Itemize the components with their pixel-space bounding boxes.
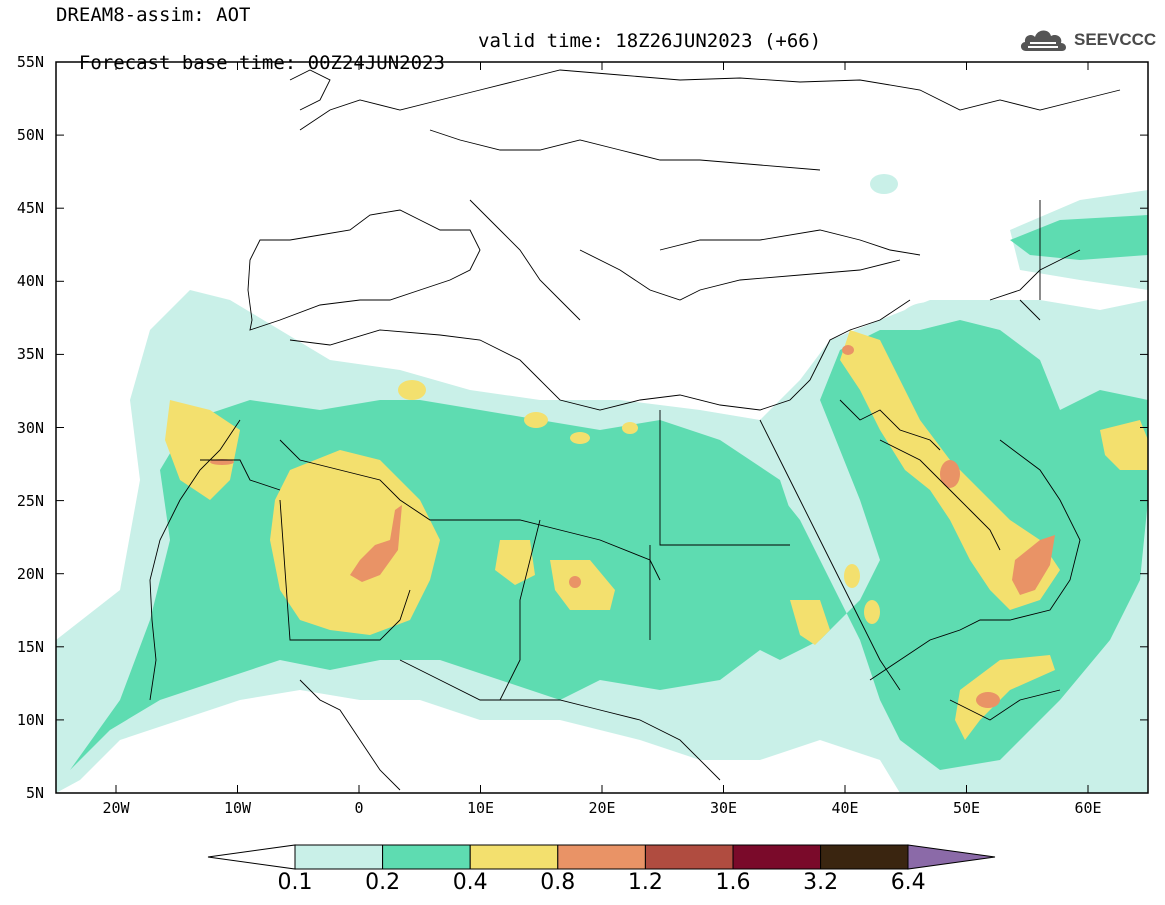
lat-label: 20N: [16, 564, 44, 583]
colorbar-label: 1.2: [627, 870, 663, 895]
lon-label: 10E: [466, 799, 495, 817]
aot-level-0.4: [165, 330, 1148, 740]
colorbar-max-arrow: [907, 844, 996, 870]
lat-label: 25N: [16, 491, 44, 510]
colorbar-swatch: [732, 844, 822, 870]
lat-label: 15N: [16, 637, 44, 656]
colorbar-min-arrow: [207, 844, 296, 870]
valid-time: valid time: 18Z26JUN2023 (+66): [478, 30, 822, 52]
colorbar-label: 1.6: [715, 870, 751, 895]
logo-text: SEEVCCC: [1074, 30, 1157, 49]
lon-label: 10W: [223, 799, 252, 817]
lat-label: 30N: [16, 418, 44, 437]
lon-label: 30E: [709, 799, 738, 817]
lat-label: 10N: [16, 710, 44, 729]
colorbar-swatch: [644, 844, 734, 870]
lon-label: 60E: [1074, 799, 1102, 817]
colorbar-swatch: [382, 844, 471, 870]
lon-label: 40E: [831, 799, 859, 817]
colorbar-swatch: [469, 844, 559, 870]
map-title: DREAM8-assim: AOT: [56, 4, 251, 26]
colorbar-swatch: [557, 844, 646, 870]
lon-label: 0: [354, 799, 364, 817]
lat-label: 55N: [16, 53, 44, 71]
colorbar-swatch: [820, 844, 909, 870]
colorbar-label: 0.2: [365, 870, 401, 895]
grid-ticks: [56, 61, 1148, 794]
cloud-icon: [1020, 30, 1067, 51]
lat-label: 40N: [16, 272, 44, 291]
coastlines: [149, 69, 1121, 791]
colorbar: [207, 844, 996, 870]
colorbar-label: 3.2: [803, 870, 839, 895]
lat-label: 45N: [16, 199, 44, 218]
lon-label: 50E: [952, 799, 981, 817]
colorbar-label: 0.8: [540, 870, 576, 895]
time-info: Forecast base time: 00Z24JUN2023 valid ti…: [56, 30, 821, 74]
aot-field: [56, 174, 1148, 793]
lat-label: 50N: [16, 126, 44, 145]
colorbar-label: 6.4: [890, 870, 926, 895]
lon-label: 20E: [588, 799, 616, 817]
lat-label: 35N: [16, 345, 44, 364]
seevccc-logo: SEEVCCC: [1018, 24, 1156, 56]
colorbar-label: 0.4: [452, 870, 488, 895]
colorbar-label: 0.1: [277, 870, 313, 895]
lon-label: 20W: [102, 799, 130, 817]
base-time: Forecast base time: 00Z24JUN2023: [78, 52, 445, 74]
colorbar-swatch: [294, 844, 384, 870]
lat-label: 5N: [25, 784, 44, 802]
aot-level-0.8: [210, 345, 1055, 708]
